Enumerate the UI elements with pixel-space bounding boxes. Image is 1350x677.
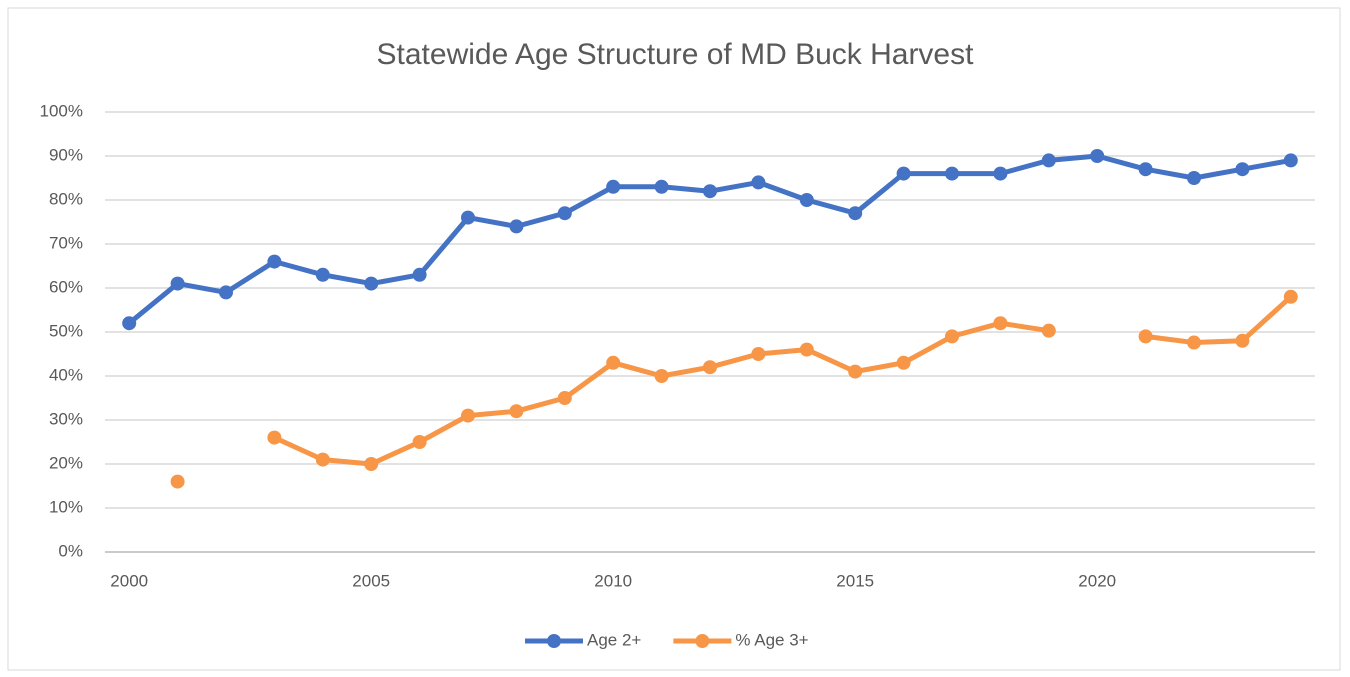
- y-tick-label: 60%: [49, 277, 83, 296]
- y-tick-label: 90%: [49, 145, 83, 164]
- marker: [896, 166, 911, 181]
- marker: [848, 364, 863, 379]
- legend-label: % Age 3+: [735, 630, 808, 649]
- marker: [1138, 162, 1153, 177]
- y-tick-label: 100%: [40, 101, 83, 120]
- marker: [267, 254, 282, 269]
- y-tick-label: 20%: [49, 453, 83, 472]
- marker: [993, 316, 1008, 331]
- x-tick-label: 2005: [352, 571, 390, 590]
- x-tick-label: 2020: [1078, 571, 1116, 590]
- marker: [461, 210, 475, 225]
- marker: [606, 179, 621, 194]
- legend-marker: [547, 634, 561, 648]
- marker: [557, 391, 572, 405]
- marker: [1235, 162, 1250, 177]
- marker: [703, 360, 717, 375]
- marker: [122, 316, 137, 331]
- marker: [751, 175, 766, 190]
- marker: [799, 342, 814, 357]
- x-tick-label: 2015: [836, 571, 874, 590]
- x-tick-label: 2000: [110, 571, 148, 590]
- marker: [509, 219, 524, 234]
- y-tick-label: 80%: [49, 189, 83, 208]
- marker: [945, 166, 959, 181]
- marker: [1283, 153, 1298, 168]
- marker: [315, 452, 330, 467]
- y-tick-label: 40%: [49, 365, 83, 384]
- y-tick-label: 50%: [49, 321, 83, 340]
- y-tick-label: 10%: [49, 497, 83, 516]
- marker: [219, 285, 233, 300]
- marker: [654, 369, 669, 383]
- marker: [1187, 335, 1201, 350]
- marker: [315, 267, 330, 282]
- marker: [1041, 323, 1056, 338]
- marker: [461, 408, 475, 423]
- chart-frame: [7, 7, 1341, 671]
- x-tick-label: 2010: [594, 571, 632, 590]
- marker: [799, 193, 814, 207]
- marker: [1283, 289, 1298, 304]
- legend-marker: [695, 634, 710, 648]
- marker: [509, 404, 524, 419]
- marker: [1235, 333, 1250, 348]
- marker: [751, 347, 766, 361]
- y-tick-label: 70%: [49, 233, 83, 252]
- marker: [606, 355, 621, 370]
- marker: [945, 329, 959, 344]
- marker: [557, 206, 572, 221]
- marker: [1041, 153, 1056, 168]
- marker: [364, 457, 379, 471]
- marker: [364, 276, 379, 291]
- marker: [1138, 329, 1153, 344]
- marker: [412, 435, 427, 449]
- marker: [848, 206, 863, 221]
- legend-label: Age 2+: [587, 630, 641, 649]
- chart-title: Statewide Age Structure of MD Buck Harve…: [377, 38, 975, 71]
- marker: [703, 184, 717, 199]
- marker: [412, 267, 427, 282]
- y-tick-label: 0%: [58, 541, 83, 560]
- y-tick-label: 30%: [49, 409, 83, 428]
- marker: [1090, 149, 1105, 163]
- marker: [170, 276, 185, 291]
- marker: [1187, 171, 1201, 185]
- marker: [993, 166, 1008, 181]
- marker: [654, 179, 669, 194]
- marker: [896, 355, 911, 370]
- marker: [267, 430, 282, 445]
- marker: [170, 474, 185, 489]
